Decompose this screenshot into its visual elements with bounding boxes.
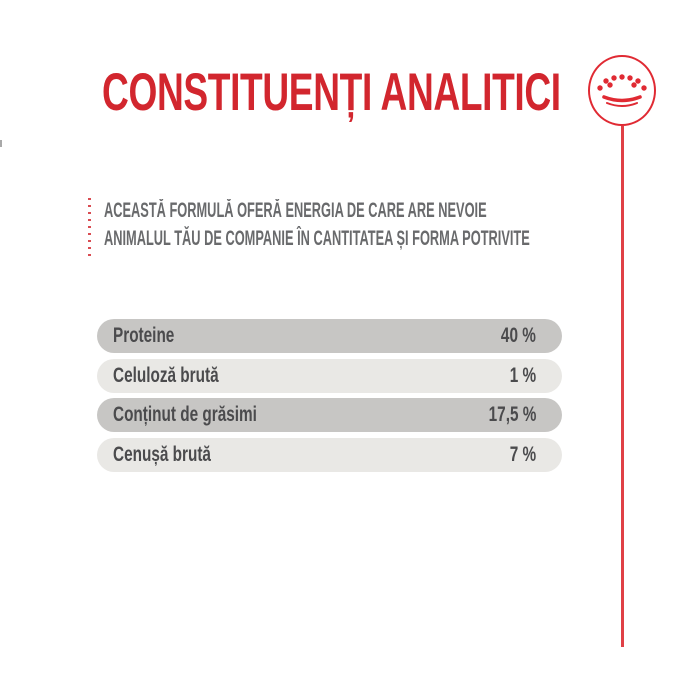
row-value: 1 % xyxy=(509,363,536,387)
brand-logo-circle xyxy=(588,55,656,126)
row-label: Cenușă brută xyxy=(113,442,211,466)
royal-canin-crown-icon xyxy=(597,74,647,107)
vertical-divider-line xyxy=(621,126,624,647)
table-row: Proteine 40 % xyxy=(97,319,562,353)
description-line-2: ANIMALUL TĂU DE COMPANIE ÎN CANTITATEA Ș… xyxy=(104,226,530,250)
table-row: Cenușă brută 7 % xyxy=(97,437,562,472)
table-row: Celuloză brută 1 % xyxy=(97,358,562,393)
analytical-constituents-table: Proteine 40 % Celuloză brută 1 % Conținu… xyxy=(97,319,562,477)
row-label: Celuloză brută xyxy=(113,363,219,387)
row-label: Conținut de grăsimi xyxy=(113,403,257,426)
row-value: 17,5 % xyxy=(488,403,536,426)
page-title: CONSTITUENȚI ANALITICI xyxy=(102,63,561,122)
row-value: 7 % xyxy=(509,442,536,466)
description-text: ACEASTĂ FORMULĂ OFERĂ ENERGIA DE CARE AR… xyxy=(104,197,700,252)
row-value: 40 % xyxy=(501,324,536,347)
description-line-1: ACEASTĂ FORMULĂ OFERĂ ENERGIA DE CARE AR… xyxy=(104,199,487,222)
row-label: Proteine xyxy=(113,324,175,347)
table-row: Conținut de grăsimi 17,5 % xyxy=(97,398,562,432)
left-edge-artifact xyxy=(0,140,2,147)
description-dotted-marker xyxy=(88,198,91,260)
